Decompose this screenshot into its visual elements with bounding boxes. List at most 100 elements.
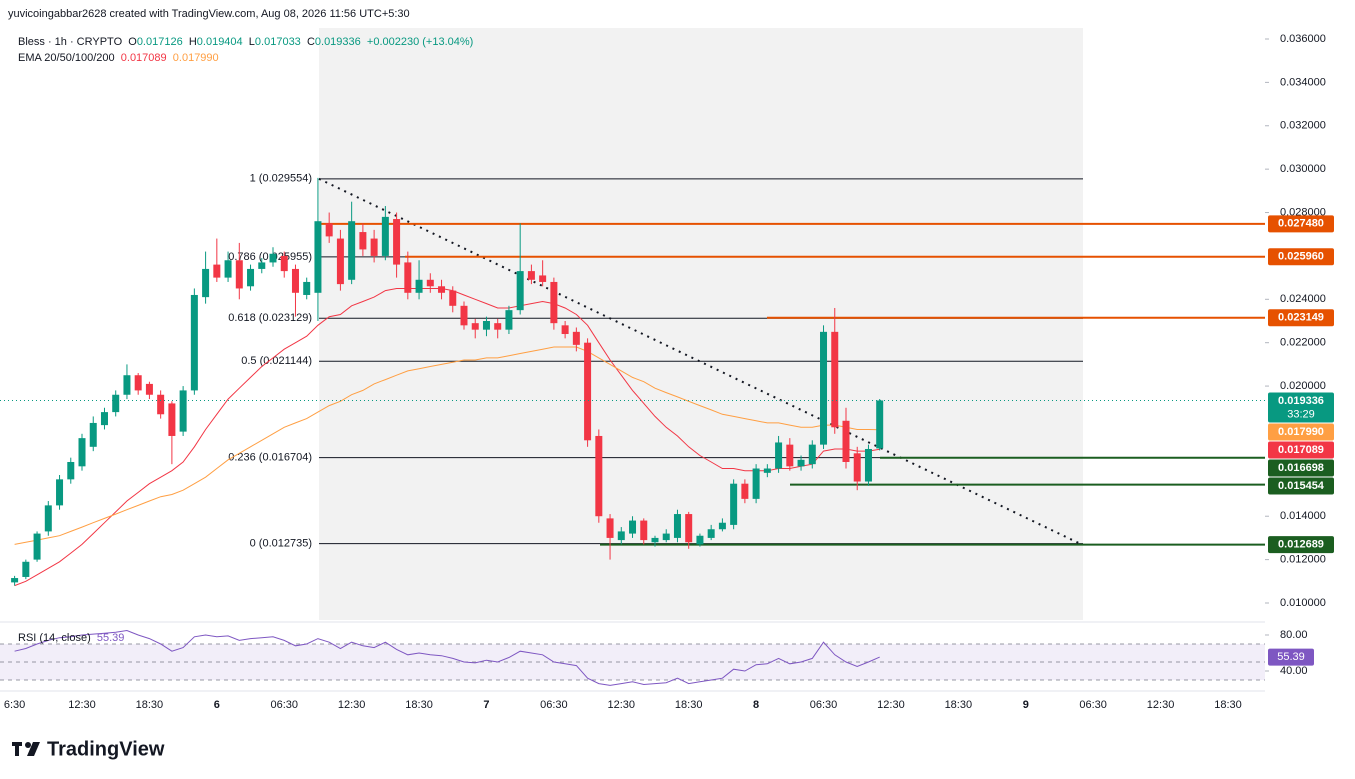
x-tick-label: 06:30 [540, 699, 568, 711]
candle-body [415, 279, 423, 293]
candle-body [662, 533, 670, 541]
candle-body [269, 253, 277, 263]
candle-body [741, 483, 749, 499]
price-tag [1268, 459, 1334, 477]
candle-body [190, 294, 198, 391]
candle-body [584, 342, 592, 441]
candle-body [808, 444, 816, 465]
y-tick-label: 0.022000 [1280, 337, 1326, 349]
countdown: 33:29 [1287, 408, 1315, 420]
x-tick-label: 8 [753, 699, 759, 711]
price-tag-label: 0.027480 [1278, 218, 1324, 230]
y-tick-label: 40.00 [1280, 665, 1308, 677]
x-tick-label: 06:30 [810, 699, 838, 711]
close: 0.019336 [314, 36, 361, 48]
candle-body [145, 383, 153, 395]
y-tick-label: 0.034000 [1280, 76, 1326, 88]
candle-body [134, 375, 142, 391]
price-tag [1268, 309, 1334, 327]
x-tick-label: 9 [1023, 699, 1029, 711]
candle-body [752, 468, 760, 499]
x-tick-label: 06:30 [270, 699, 298, 711]
x-tick-label: 06:30 [1079, 699, 1107, 711]
fib-label: 0 (0.012735) [250, 538, 312, 550]
candle-body [651, 537, 659, 543]
y-tick-label: 0.014000 [1280, 510, 1326, 522]
rsi-value: 55.39 [96, 632, 125, 644]
candle-body [673, 514, 681, 538]
ohlc-key: O [128, 36, 137, 48]
candle-body [100, 412, 108, 426]
candle-body [629, 520, 637, 534]
candle-body [303, 281, 311, 295]
candle-body [393, 219, 401, 265]
price-tag [1268, 536, 1334, 554]
candle-body [685, 514, 693, 543]
candle-body [11, 578, 19, 583]
rsi-title: RSI (14, close) [18, 632, 91, 644]
candle-body [247, 268, 255, 287]
x-tick-label: 18:30 [675, 699, 703, 711]
candle-body [539, 275, 547, 282]
candle-body [516, 271, 524, 311]
low: 0.017033 [254, 36, 301, 48]
candle-body [336, 238, 344, 285]
candle-body [404, 262, 412, 293]
x-tick-label: 12:30 [338, 699, 366, 711]
candle-body [730, 483, 738, 525]
y-tick-label: 0.030000 [1280, 163, 1326, 175]
candle-body [235, 260, 243, 289]
rsi-legend: RSI (14, close) 55.39 [18, 632, 124, 644]
fib-label: 0.618 (0.023129) [228, 312, 312, 324]
price-tag [1268, 477, 1334, 495]
candle-body [449, 290, 457, 306]
candle-body [471, 323, 479, 330]
candle-body [123, 375, 131, 395]
candle-body [561, 325, 569, 335]
candle-body [640, 520, 648, 541]
candle-body [853, 453, 861, 482]
price-tag-label: 0.023149 [1278, 312, 1324, 324]
candle-body [44, 505, 52, 532]
candle-body [595, 435, 603, 517]
fib-label: 1 (0.029554) [250, 173, 312, 185]
candle-body [78, 438, 86, 467]
candle-body [370, 238, 378, 256]
candle-body [763, 468, 771, 473]
candle-body [550, 281, 558, 324]
ema-value: 0.017089 [120, 52, 167, 64]
x-tick-label: 12:30 [608, 699, 636, 711]
price-tag [1268, 248, 1334, 266]
candle-body [617, 531, 625, 541]
price-tag [1268, 423, 1334, 441]
ohlc-key: H [188, 36, 197, 48]
y-tick-label: 0.036000 [1280, 33, 1326, 45]
x-tick-label: 6 [214, 699, 220, 711]
y-tick-label: 80.00 [1280, 629, 1308, 641]
candle-body [213, 264, 221, 278]
y-tick-label: 0.010000 [1280, 597, 1326, 609]
price-tag-label: 0.019336 [1278, 395, 1324, 407]
price-tag-label: 0.025960 [1278, 251, 1324, 263]
rsi-tag-label: 55.39 [1277, 651, 1305, 663]
x-tick-label: 18:30 [945, 699, 973, 711]
rsi-line [14, 629, 880, 686]
candle-body [359, 232, 367, 250]
candle-body [168, 403, 176, 436]
price-tag-label: 0.015454 [1278, 480, 1325, 492]
indicator-legend: EMA 20/50/100/200 0.017089 0.017990 [18, 52, 219, 64]
candle-body [820, 331, 828, 445]
candle-body [179, 390, 187, 432]
candle-body [202, 268, 210, 298]
price-tag-label: 0.016698 [1278, 462, 1324, 474]
candle-body [696, 535, 704, 545]
candle-body [33, 533, 41, 560]
candle-body [348, 221, 356, 280]
ohlc-key: C [306, 36, 315, 48]
ema-line [14, 288, 880, 587]
candle-body [864, 448, 872, 482]
candle-body [426, 279, 434, 287]
x-tick-label: 12:30 [1147, 699, 1175, 711]
